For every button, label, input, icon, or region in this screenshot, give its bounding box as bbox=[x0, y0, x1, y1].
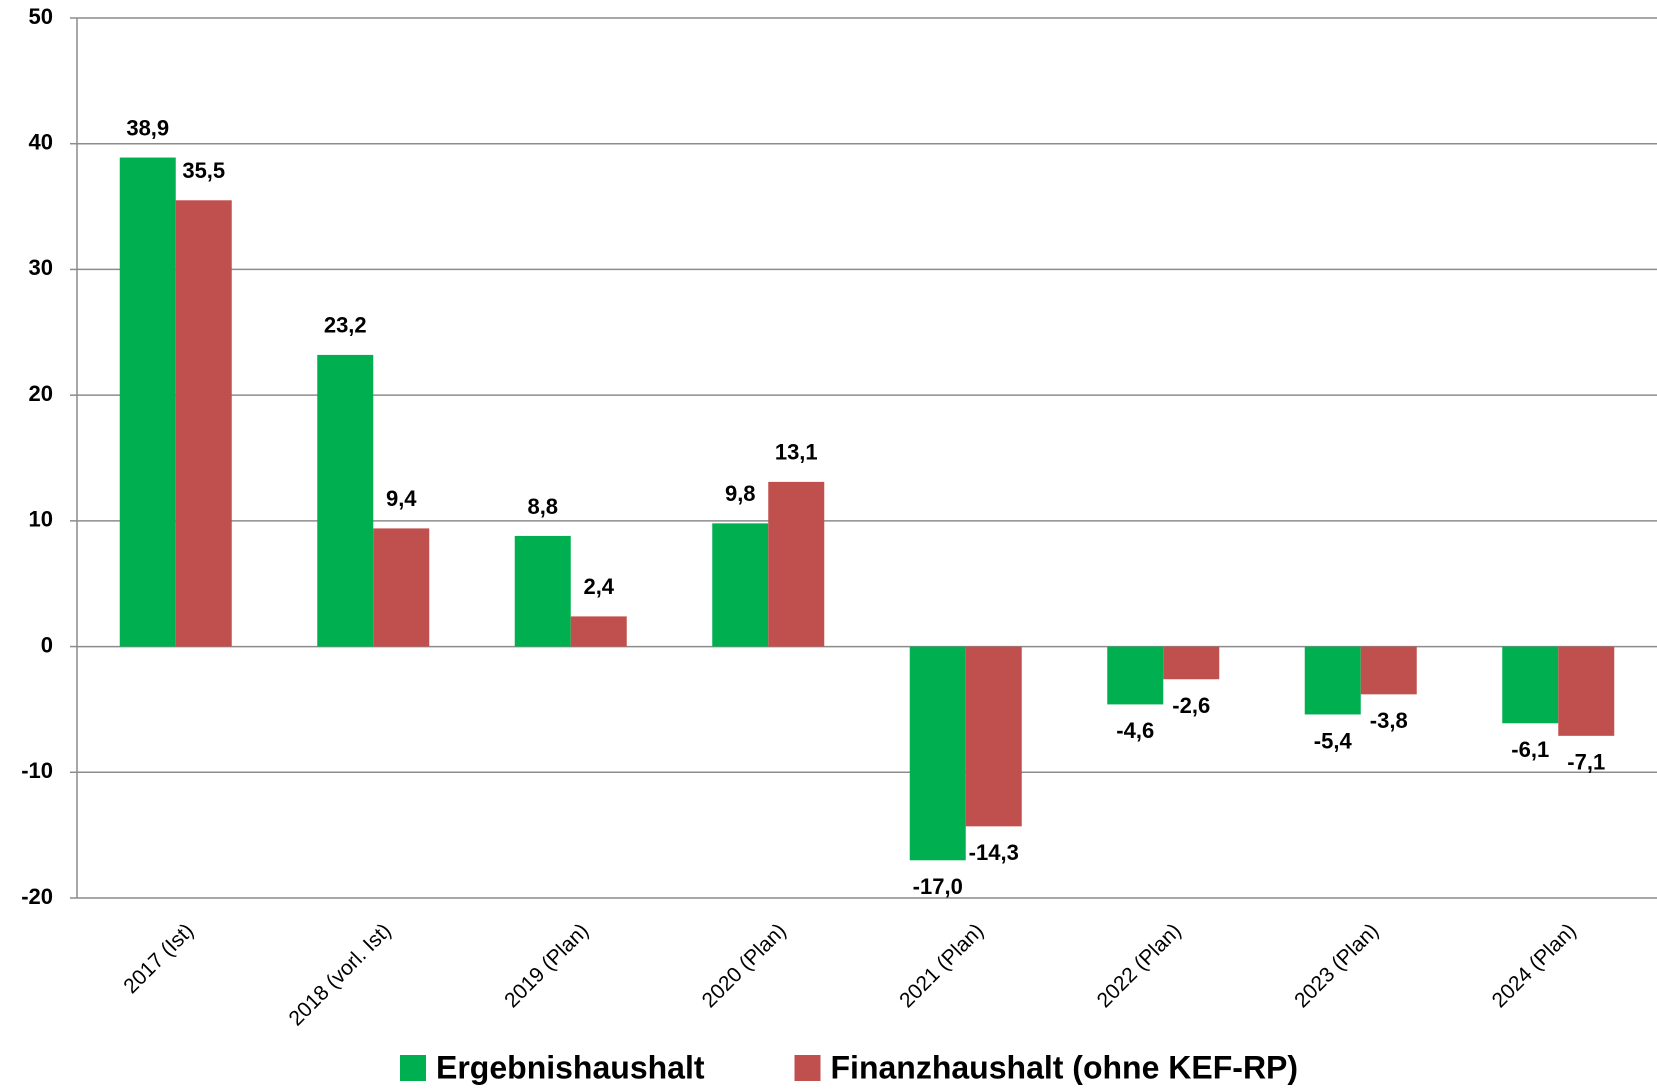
bar bbox=[909, 646, 966, 861]
value-label: -14,3 bbox=[969, 840, 1019, 865]
bar bbox=[373, 528, 430, 647]
y-tick-label: 40 bbox=[29, 130, 53, 155]
legend-swatch bbox=[794, 1055, 821, 1081]
y-tick-label: 10 bbox=[29, 507, 53, 532]
x-tick-label: 2020 (Plan) bbox=[698, 919, 791, 1012]
bar bbox=[1304, 646, 1361, 715]
bar bbox=[317, 354, 374, 647]
x-tick-label: 2023 (Plan) bbox=[1290, 919, 1383, 1012]
bar bbox=[768, 481, 825, 647]
value-label: -6,1 bbox=[1511, 737, 1549, 762]
x-tick-label: 2017 (Ist) bbox=[119, 919, 198, 998]
y-tick-label: 20 bbox=[29, 381, 53, 406]
legend-label: Finanzhaushalt (ohne KEF-RP) bbox=[831, 1049, 1299, 1085]
bar bbox=[1502, 646, 1559, 724]
value-label: 9,4 bbox=[386, 486, 417, 511]
bar bbox=[570, 616, 627, 647]
bar bbox=[1163, 646, 1220, 680]
y-tick-label: 0 bbox=[41, 632, 53, 657]
value-label: -3,8 bbox=[1370, 708, 1408, 733]
bar bbox=[1107, 646, 1164, 705]
legend-label: Ergebnishaushalt bbox=[436, 1049, 705, 1085]
bar bbox=[1360, 646, 1417, 695]
bar bbox=[119, 157, 176, 647]
value-label: -7,1 bbox=[1567, 750, 1605, 775]
bar bbox=[712, 523, 769, 647]
value-label: 38,9 bbox=[126, 115, 169, 140]
x-tick-label: 2022 (Plan) bbox=[1093, 919, 1186, 1012]
y-tick-label: 30 bbox=[29, 255, 53, 280]
value-label: 9,8 bbox=[725, 481, 756, 506]
value-label: -17,0 bbox=[913, 874, 963, 899]
value-label: 2,4 bbox=[583, 574, 614, 599]
bar bbox=[514, 535, 571, 647]
bar bbox=[175, 200, 232, 647]
bar bbox=[1558, 646, 1615, 736]
value-label: 13,1 bbox=[775, 440, 818, 465]
x-tick-label: 2019 (Plan) bbox=[500, 919, 593, 1012]
y-tick-label: -20 bbox=[21, 884, 53, 909]
y-tick-label: 50 bbox=[29, 4, 53, 29]
x-tick-label: 2021 (Plan) bbox=[895, 919, 988, 1012]
legend-swatch bbox=[400, 1055, 426, 1081]
value-label: 23,2 bbox=[324, 313, 367, 338]
x-tick-label: 2018 (vorl. Ist) bbox=[285, 919, 396, 1030]
value-label: 35,5 bbox=[182, 158, 225, 183]
value-label: 8,8 bbox=[527, 494, 558, 519]
value-label: -4,6 bbox=[1116, 718, 1154, 743]
x-tick-label: 2024 (Plan) bbox=[1488, 919, 1581, 1012]
value-label: -2,6 bbox=[1172, 693, 1210, 718]
value-label: -5,4 bbox=[1314, 728, 1353, 753]
bar bbox=[965, 646, 1022, 827]
y-tick-label: -10 bbox=[21, 758, 53, 783]
